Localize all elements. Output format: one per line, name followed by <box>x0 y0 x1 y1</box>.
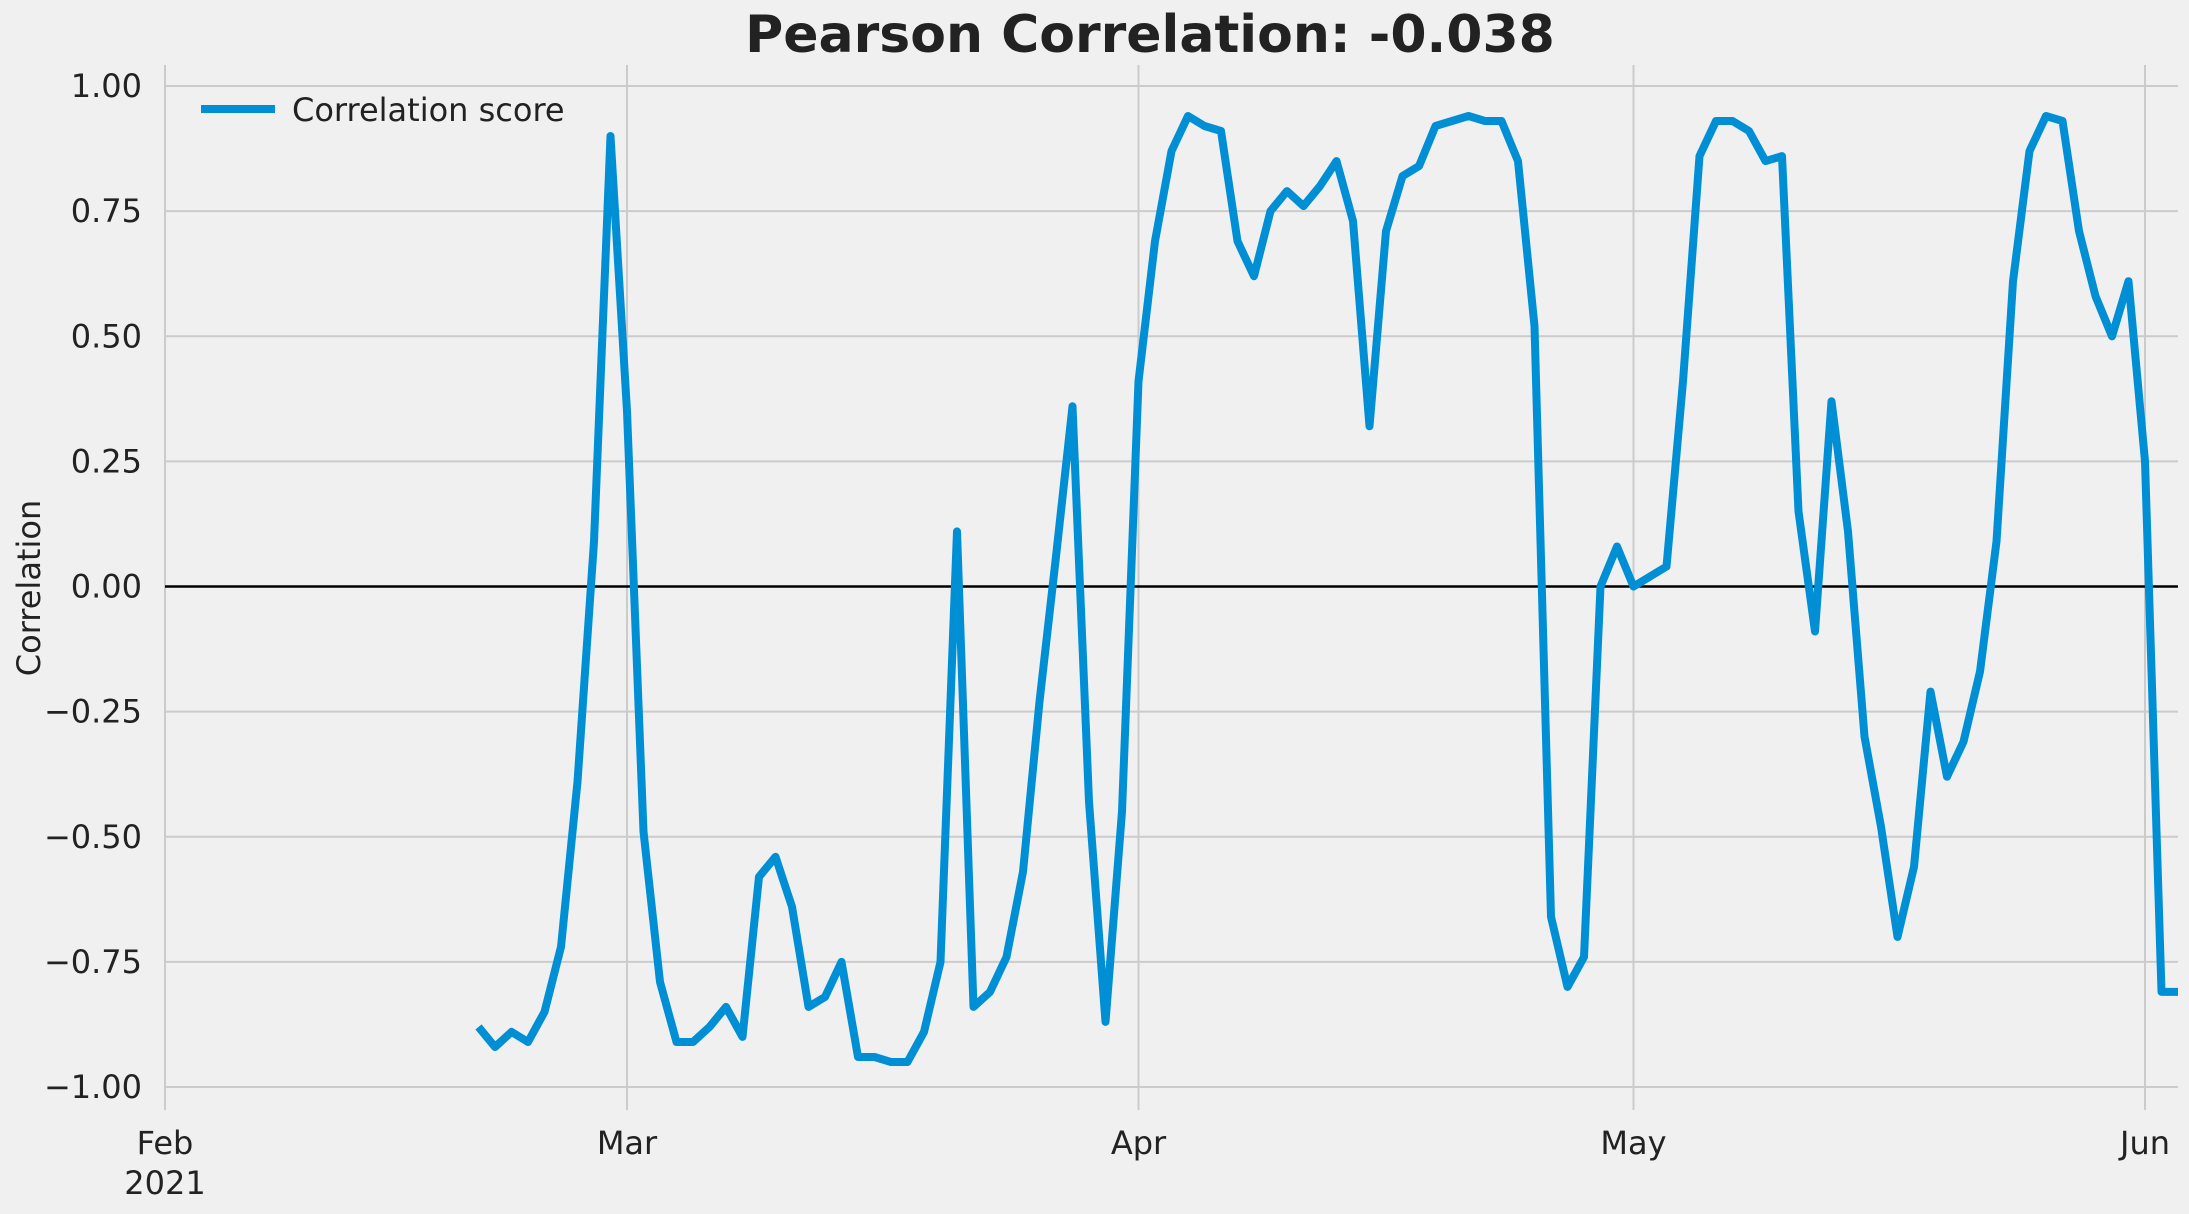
y-tick-label: 0.00 <box>71 568 142 606</box>
y-tick-label: 0.25 <box>71 442 142 480</box>
y-axis-label: Correlation <box>10 500 48 676</box>
legend: Correlation score <box>201 91 565 129</box>
series-layer <box>475 112 2178 1066</box>
y-axis-ticks: 1.00 0.75 0.50 0.25 0.00 −0.25 −0.50 −0.75 −1.00 <box>44 67 142 1106</box>
y-tick-label: 1.00 <box>71 67 142 105</box>
y-tick-label: −0.25 <box>44 693 142 731</box>
x-tick-label: Mar <box>597 1124 658 1162</box>
y-tick-label: −1.00 <box>44 1068 142 1106</box>
legend-label: Correlation score <box>292 91 565 129</box>
series-line-correlation-score <box>475 112 2178 1066</box>
x-tick-label: Apr <box>1111 1124 1167 1162</box>
x-tick-label: May <box>1600 1124 1666 1162</box>
y-tick-label: −0.50 <box>44 818 142 856</box>
x-tick-label: Feb <box>137 1124 194 1162</box>
chart-title: Pearson Correlation: -0.038 <box>745 5 1555 65</box>
x-tick-label: Jun <box>2118 1124 2170 1162</box>
x-tick-sublabel: 2021 <box>124 1164 205 1202</box>
y-tick-label: −0.75 <box>44 943 142 981</box>
y-tick-label: 0.75 <box>71 192 142 230</box>
y-tick-label: 0.50 <box>71 317 142 355</box>
